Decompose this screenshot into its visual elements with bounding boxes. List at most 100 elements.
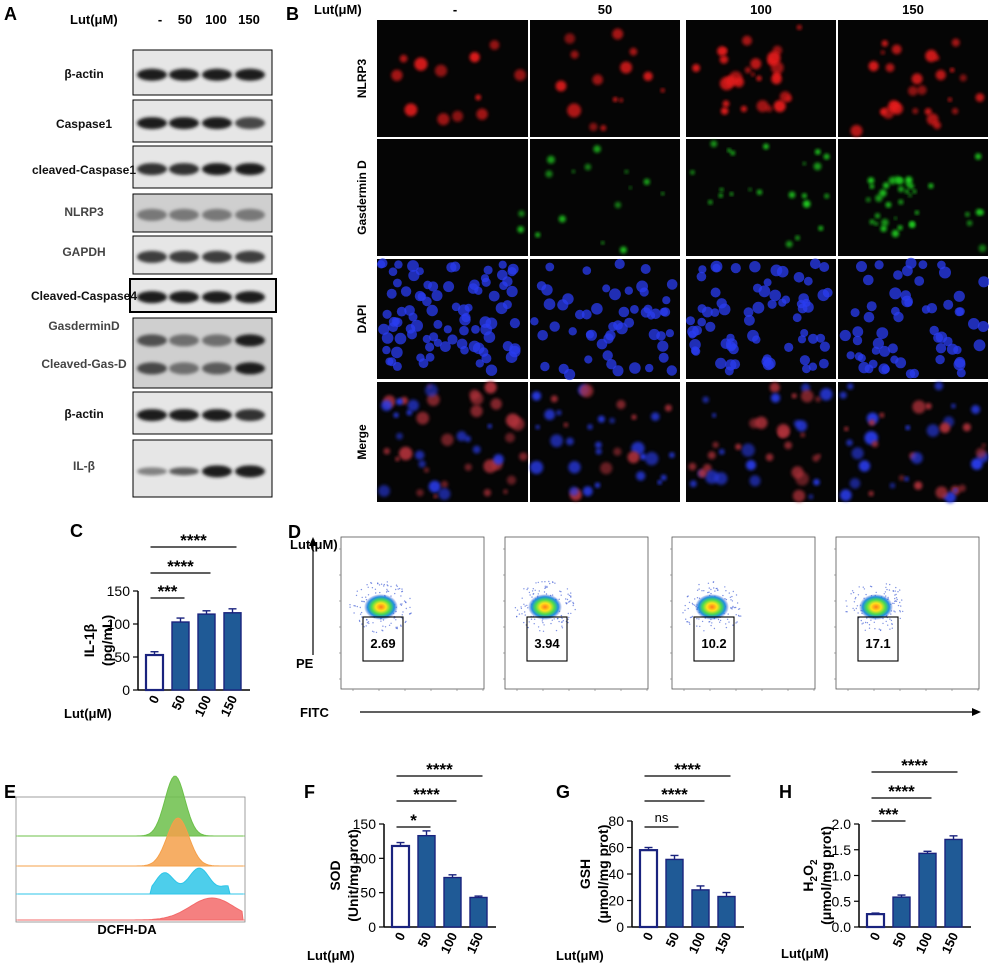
cell-spot: [740, 105, 748, 113]
flow-event: [893, 610, 895, 612]
flow-event: [888, 589, 891, 591]
flow-plot-2: 10.2: [670, 536, 816, 691]
blot-band: [202, 465, 232, 478]
cell-spot: [581, 309, 592, 320]
flow-event: [367, 594, 370, 596]
flow-event: [401, 603, 403, 605]
cell-spot: [639, 453, 647, 461]
cell-spot: [714, 472, 728, 485]
micrograph-2-1: [530, 259, 680, 379]
flow-event: [354, 605, 356, 607]
significance-mark: ****: [901, 756, 928, 775]
y-axis-label-units: (μmol/mg prot): [595, 825, 611, 924]
flow-event: [388, 624, 391, 626]
cell-spot: [705, 321, 716, 332]
cell-spot: [902, 265, 913, 277]
flow-event: [524, 611, 526, 613]
flow-event: [728, 621, 730, 623]
cell-spot: [802, 364, 811, 374]
y-tick-label: 60: [608, 840, 624, 856]
cell-spot: [800, 329, 809, 337]
bar-50: [665, 858, 684, 928]
cell-spot: [934, 381, 944, 391]
flow-event: [542, 630, 545, 632]
cell-spot: [381, 400, 393, 411]
cell-spot: [763, 278, 772, 287]
flow-plot-frame: [340, 536, 485, 690]
blot-band: [235, 117, 265, 130]
flow-event: [520, 607, 523, 610]
flow-event: [395, 619, 397, 621]
cell-spot: [418, 358, 429, 369]
bar-150: [717, 895, 736, 928]
flow-event: [516, 609, 519, 611]
cell-spot: [697, 317, 706, 327]
cell-spot: [865, 197, 871, 203]
cell-spot: [935, 343, 947, 354]
cell-spot: [891, 229, 900, 238]
cell-spot: [665, 329, 675, 338]
flow-event: [687, 607, 689, 610]
cell-spot: [643, 178, 650, 185]
cell-spot: [440, 341, 451, 352]
flow-event: [514, 607, 517, 609]
cell-spot: [441, 433, 454, 446]
cell-spot: [978, 209, 984, 216]
cell-spot: [925, 402, 932, 410]
cell-spot: [493, 454, 504, 465]
cell-spot: [391, 69, 403, 82]
y-tick-label: 1.0: [832, 868, 852, 884]
cell-spot: [718, 303, 731, 316]
blot-box-6: [132, 317, 273, 389]
cell-spot: [628, 186, 632, 190]
cell-spot: [426, 304, 438, 317]
y-tick-label: 2.0: [832, 816, 852, 832]
cell-spot: [935, 69, 946, 81]
cell-spot: [686, 316, 695, 326]
flow-event: [401, 614, 403, 616]
flow-event: [531, 590, 534, 592]
flow-event: [714, 590, 716, 592]
cell-spot: [815, 396, 821, 403]
x-tick-label: 150: [217, 693, 240, 719]
blot-band: [169, 117, 199, 130]
cell-spot: [791, 393, 797, 399]
cell-spot: [937, 260, 946, 270]
cell-spot: [724, 366, 734, 376]
bar-100: [691, 889, 710, 928]
flow-event: [570, 595, 572, 597]
cell-spot: [404, 305, 415, 316]
flow-event: [891, 627, 893, 629]
flow-event: [864, 621, 867, 624]
cell-spot: [750, 58, 762, 70]
micrograph-0-1: [530, 20, 680, 137]
cell-spot: [629, 47, 638, 56]
cell-spot: [971, 458, 983, 470]
y-tick-label: 1.5: [832, 842, 852, 858]
cell-spot: [881, 40, 889, 47]
flow-event: [733, 606, 736, 609]
cell-spot: [839, 391, 847, 399]
cell-spot: [729, 192, 734, 196]
flow-event: [560, 621, 563, 623]
cell-spot: [882, 182, 890, 189]
cell-spot: [898, 199, 904, 205]
cell-spot: [595, 448, 602, 455]
cell-spot: [710, 140, 718, 148]
cell-spot: [763, 143, 769, 150]
flow-event: [886, 588, 888, 591]
flow-event: [353, 605, 355, 607]
cell-spot: [953, 345, 962, 355]
flow-event: [696, 625, 698, 627]
flow-event: [887, 624, 889, 626]
cell-spot: [657, 480, 662, 485]
micrograph-2-2: [686, 259, 836, 379]
cell-spot: [601, 241, 605, 245]
cell-spot: [914, 276, 925, 286]
cell-spot: [846, 439, 853, 447]
cell-spot: [719, 55, 729, 64]
flow-event: [365, 596, 367, 598]
y-tick-label: 50: [114, 649, 130, 665]
micrograph-3-3: [838, 382, 988, 502]
blot-band: [137, 250, 167, 263]
